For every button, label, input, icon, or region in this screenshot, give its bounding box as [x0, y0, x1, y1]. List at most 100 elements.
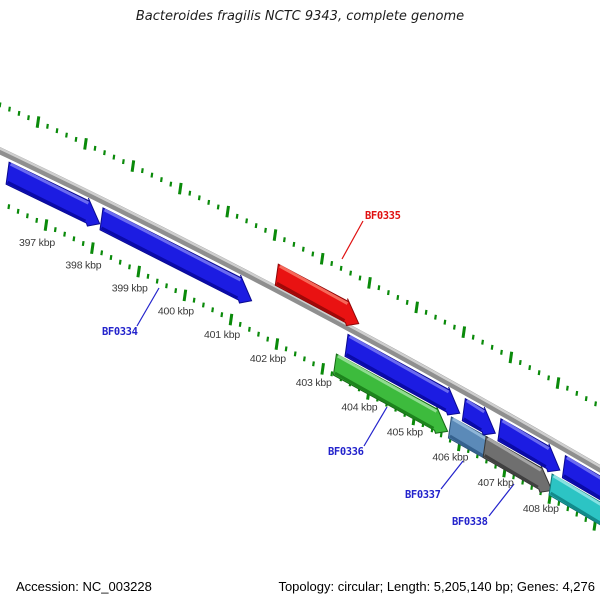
ruler-minor-tick: [118, 259, 122, 265]
ruler-minor-tick: [377, 285, 381, 291]
ruler-minor-tick: [245, 218, 249, 224]
gene-arrow-body[interactable]: [561, 454, 600, 514]
gene-arrow-body[interactable]: [482, 435, 553, 493]
ruler-minor-tick: [63, 231, 67, 237]
ruler-label-403-kbp: 403 kbp: [296, 377, 332, 389]
gene-label-BF0338[interactable]: BF0338: [452, 516, 488, 528]
gene-label-leader-line: [136, 287, 160, 327]
ruler-minor-tick: [174, 288, 178, 294]
gene-arrow-bottom-bevel: [563, 474, 600, 500]
ruler-minor-tick: [81, 240, 85, 247]
gene-arrow-body[interactable]: [5, 161, 101, 227]
ruler-minor-tick: [339, 265, 343, 271]
gene-label-BF0335[interactable]: BF0335: [365, 210, 401, 222]
gene-arrow-unlabeled-6[interactable]: [548, 473, 600, 539]
ruler-minor-tick: [207, 199, 211, 205]
gene-arrow-top-bevel: [452, 417, 492, 444]
ruler-minor-tick: [301, 246, 305, 252]
gene-arrow-body[interactable]: [344, 333, 461, 416]
ruler-minor-tick: [284, 346, 288, 352]
ruler-minor-tick: [547, 375, 551, 381]
status-bar: Accession: NC_003228 Topology: circular;…: [0, 579, 600, 594]
ruler-minor-tick: [169, 181, 173, 187]
ruler-minor-tick: [575, 390, 579, 396]
ruler-minor-tick: [159, 177, 163, 183]
ruler-minor-tick: [266, 336, 270, 342]
gene-arrow-body[interactable]: [497, 417, 561, 473]
ruler-major-tick: [136, 265, 141, 278]
ruler-minor-tick: [257, 331, 260, 337]
gene-arrow-unlabeled-5[interactable]: [561, 454, 600, 514]
ruler-major-tick: [320, 362, 325, 375]
gene-arrow-BF0335[interactable]: [274, 263, 360, 327]
ruler-major-tick: [461, 326, 467, 339]
ruler-minor-tick: [197, 195, 201, 201]
ruler-minor-tick: [17, 110, 21, 116]
ruler-minor-tick: [537, 370, 541, 376]
ruler-minor-tick: [530, 484, 534, 490]
ruler-minor-tick: [211, 307, 215, 313]
gene-arrow-body[interactable]: [274, 263, 360, 327]
gene-arrow-top-bevel: [348, 335, 450, 394]
gene-arrow-body[interactable]: [461, 397, 497, 436]
gene-arrow-top-bevel: [103, 208, 242, 282]
ruler-major-tick: [228, 313, 234, 326]
gene-arrow-bottom-bevel: [449, 434, 489, 461]
gene-arrow-unlabeled-3[interactable]: [461, 397, 497, 436]
ruler-minor-tick: [439, 432, 443, 438]
gene-arrow-body[interactable]: [332, 353, 449, 434]
ruler-major-tick: [178, 182, 183, 195]
ruler-minor-tick: [121, 159, 125, 165]
gene-arrow-body[interactable]: [548, 473, 600, 539]
ruler-major-tick: [367, 276, 372, 289]
ruler-minor-tick: [358, 275, 362, 281]
ruler-minor-tick: [46, 123, 49, 129]
gene-label-BF0336[interactable]: BF0336: [328, 446, 364, 458]
ruler-minor-tick: [72, 236, 76, 242]
ruler-minor-tick: [434, 314, 437, 320]
ruler-minor-tick: [53, 227, 57, 233]
gene-arrow-body[interactable]: [99, 207, 253, 304]
gene-arrow-BF0334[interactable]: [99, 207, 253, 304]
ruler-minor-tick: [93, 145, 97, 151]
gene-arrow-unlabeled-1[interactable]: [5, 161, 101, 227]
gene-label-BF0334[interactable]: BF0334: [102, 326, 138, 338]
ruler-minor-tick: [100, 250, 104, 256]
ruler-minor-tick: [500, 349, 503, 355]
ruler-minor-tick: [566, 506, 570, 512]
gene-label-leader-line: [363, 406, 388, 447]
ruler-minor-tick: [103, 150, 106, 156]
ruler-minor-tick: [128, 264, 131, 270]
gene-arrow-BF0336[interactable]: [332, 353, 449, 434]
gene-arrow-top-bevel: [552, 474, 600, 506]
gene-arrow-unlabeled-2[interactable]: [344, 333, 461, 416]
ruler-label-405-kbp: 405 kbp: [387, 426, 423, 438]
gene-arrow-top-bevel: [337, 354, 438, 413]
ruler-minor-tick: [292, 241, 296, 247]
ruler-major-tick: [272, 229, 278, 241]
ruler-minor-tick: [188, 190, 192, 196]
ruler-minor-tick: [565, 385, 569, 391]
ruler-label-399-kbp: 399 kbp: [112, 282, 148, 294]
gene-arrow-BF0338[interactable]: [482, 435, 553, 493]
ruler-label-408-kbp: 408 kbp: [523, 503, 559, 515]
ruler-minor-tick: [140, 168, 144, 174]
ruler-minor-tick: [112, 154, 116, 160]
ruler-minor-tick: [584, 516, 588, 523]
gene-arrow-unlabeled-4[interactable]: [497, 417, 561, 473]
gene-label-BF0337[interactable]: BF0337: [405, 489, 441, 501]
ruler-major-tick: [414, 301, 419, 314]
gene-label-leader-line: [341, 220, 364, 260]
ruler-major-tick: [43, 219, 49, 231]
gene-label-leader-line: [440, 460, 464, 490]
ruler-minor-tick: [293, 351, 297, 357]
ruler-major-tick: [90, 242, 95, 255]
ruler-minor-tick: [386, 290, 390, 296]
gene-annotation-BF0335: BF0335: [341, 210, 401, 260]
ruler-minor-tick: [247, 326, 251, 332]
gene-arrow-bottom-bevel: [462, 417, 483, 432]
gene-arrow-bottom-bevel: [498, 437, 547, 468]
